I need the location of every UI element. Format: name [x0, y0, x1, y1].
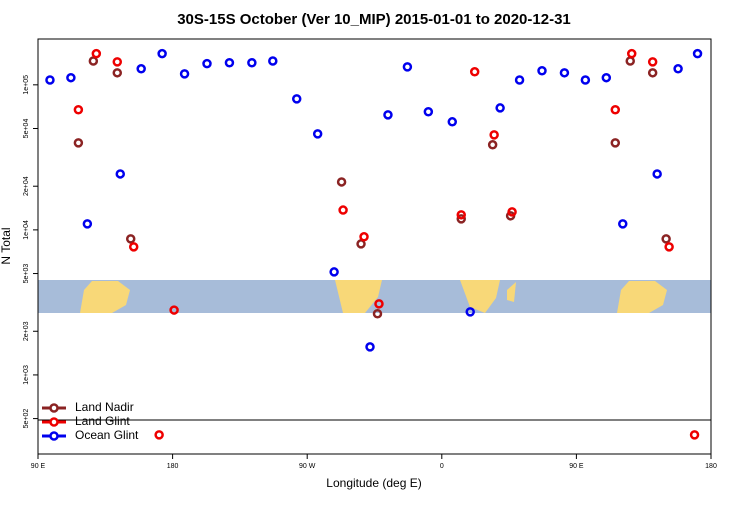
plot-frame: [37, 38, 712, 455]
point: [601, 72, 612, 83]
legend-marker: [49, 431, 59, 441]
y-axis-label: N Total: [0, 227, 13, 264]
point: [128, 242, 139, 252]
point: [610, 138, 621, 148]
point: [125, 234, 136, 244]
x-tick-label: 180: [167, 463, 179, 470]
x-tick-label: 0: [440, 463, 444, 470]
point: [112, 68, 123, 78]
point: [91, 48, 102, 59]
point: [45, 75, 55, 85]
point: [559, 68, 570, 78]
point: [618, 219, 628, 229]
x-tick-label: 90 E: [569, 463, 584, 470]
point: [329, 267, 339, 277]
point: [136, 64, 146, 74]
point: [514, 75, 525, 85]
legend-marker: [49, 417, 59, 427]
y-tick-label: 1e+05: [23, 75, 30, 95]
point: [402, 62, 413, 72]
point: [423, 107, 434, 117]
point: [312, 129, 323, 139]
x-tick-label: 90 E: [31, 463, 46, 470]
point: [456, 210, 466, 220]
point: [112, 57, 123, 67]
point: [537, 66, 547, 76]
point: [82, 219, 93, 229]
point: [652, 169, 662, 179]
point: [268, 56, 278, 66]
point: [157, 48, 167, 59]
y-tick-label: 2e+04: [23, 176, 30, 196]
point: [115, 169, 126, 179]
point: [88, 56, 99, 66]
legend-label: Land Nadir: [75, 400, 134, 414]
point: [291, 94, 302, 104]
point: [73, 138, 84, 148]
x-axis-label: Longitude (deg E): [326, 476, 421, 490]
point: [383, 110, 393, 120]
point: [169, 305, 179, 315]
legend-label: Land Glint: [75, 414, 130, 428]
point: [489, 130, 499, 140]
y-tick-label: 2e+03: [23, 321, 30, 341]
point: [456, 214, 466, 224]
point: [336, 177, 347, 187]
point: [73, 105, 84, 115]
point: [580, 75, 591, 85]
chart-title: 30S-15S October (Ver 10_MIP) 2015-01-01 …: [177, 11, 571, 28]
y-tick-label: 5e+02: [23, 409, 30, 429]
legend-label: Ocean Glint: [75, 428, 139, 442]
point: [66, 72, 76, 83]
y-tick-label: 5e+04: [23, 119, 30, 139]
point: [626, 48, 637, 59]
legend-marker: [49, 403, 59, 413]
x-tick-label: 180: [705, 463, 717, 470]
point: [202, 58, 212, 69]
point: [664, 242, 674, 252]
point: [661, 234, 671, 244]
point: [374, 299, 384, 309]
point: [647, 57, 658, 67]
y-tick-label: 1e+03: [23, 365, 30, 385]
point: [447, 117, 458, 127]
y-tick-label: 1e+04: [23, 220, 30, 240]
point: [365, 342, 375, 352]
point: [465, 307, 475, 317]
point: [154, 430, 164, 440]
point: [692, 48, 703, 59]
point: [495, 103, 505, 113]
map-strip: [38, 280, 711, 313]
point: [372, 309, 383, 319]
point: [469, 67, 480, 77]
point: [487, 140, 498, 150]
point: [359, 232, 369, 242]
point: [689, 430, 700, 440]
point: [224, 57, 235, 68]
point: [247, 57, 257, 68]
point: [610, 105, 621, 115]
point: [647, 68, 658, 78]
point: [673, 64, 683, 74]
point: [338, 205, 348, 215]
point: [625, 56, 635, 66]
point: [179, 69, 190, 79]
y-tick-label: 5e+03: [23, 264, 30, 284]
point: [507, 207, 517, 217]
x-tick-label: 90 W: [299, 463, 316, 470]
